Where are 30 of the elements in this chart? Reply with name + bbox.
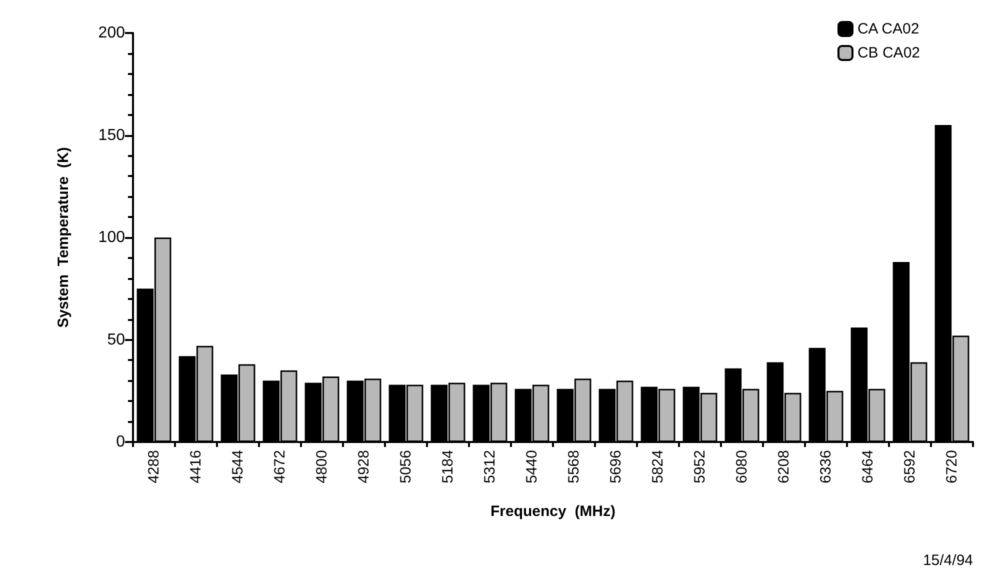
x-tick-label: 5440: [524, 450, 540, 484]
x-tick-label: 4288: [146, 450, 162, 484]
x-tick-label: 4544: [230, 450, 246, 484]
x-tick-label: 5568: [566, 450, 582, 484]
x-tick-label: 6720: [944, 450, 960, 484]
y-tick-label: 100: [98, 229, 126, 246]
legend-label: CA CA02: [857, 20, 920, 38]
y-tick-label: 0: [116, 434, 126, 450]
x-tick-label: 5696: [608, 450, 624, 484]
x-tick-label: 5312: [482, 450, 498, 484]
y-axis-title: System Temperature (K): [55, 147, 72, 328]
y-tick-label: 200: [98, 24, 126, 42]
x-tick-label: 6080: [734, 450, 750, 484]
x-tick-label: 6336: [818, 450, 834, 484]
x-tick-label: 5952: [692, 450, 708, 484]
x-axis-title: Frequency (MHz): [490, 503, 616, 520]
y-tick-label: 50: [107, 331, 126, 348]
x-tick-label: 6464: [860, 450, 876, 484]
x-tick-label: 5824: [650, 450, 666, 484]
x-tick-label: 5184: [440, 450, 456, 484]
x-tick-label: 6592: [902, 450, 918, 484]
x-tick-label: 4416: [188, 450, 204, 484]
x-tick-label: 4800: [314, 450, 330, 484]
x-tick-label: 4928: [356, 450, 372, 484]
text: 15/4/94: [922, 552, 973, 569]
legend-label: CB CA02: [857, 44, 920, 62]
x-tick-label: 6208: [776, 450, 792, 484]
y-tick-label: 150: [98, 126, 126, 144]
x-tick-label: 4672: [272, 450, 288, 484]
x-tick-label: 5056: [398, 450, 414, 484]
